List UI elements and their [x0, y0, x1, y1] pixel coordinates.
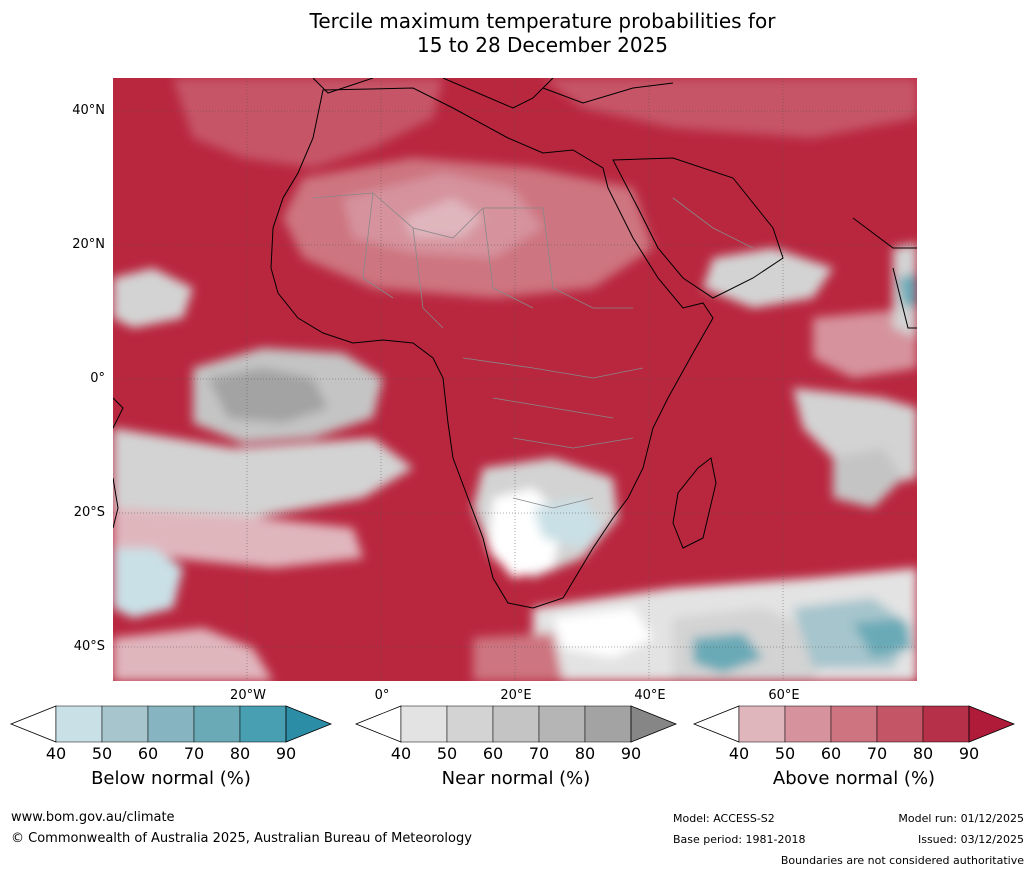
lon-label-20w: 20°W [230, 688, 266, 703]
colorbar-below-seg-80-90 [239, 705, 287, 743]
colorbar-above-tick-50: 50 [774, 744, 796, 763]
colorbar-near-seg-50-60 [446, 705, 494, 743]
colorbar-above-normal-bar [692, 705, 1016, 743]
footer-copyright: © Commonwealth of Australia 2025, Austra… [11, 831, 472, 846]
colorbar-above-tick-40: 40 [728, 744, 750, 763]
colorbar-below-tick-90: 90 [275, 744, 297, 763]
colorbar-near-tick-60: 60 [482, 744, 504, 763]
colorbar-below-tick-80: 80 [229, 744, 251, 763]
chart-title: Tercile maximum temperature probabilitie… [0, 9, 1035, 57]
colorbar-above-seg-70-80 [876, 705, 924, 743]
colorbar-near-seg-80-90 [584, 705, 632, 743]
colorbar-below-tick-50: 50 [91, 744, 113, 763]
footer-model-run: Model run: 01/12/2025 [898, 812, 1024, 825]
colorbar-above-tick-80: 80 [912, 744, 934, 763]
colorbar-above-under [692, 705, 740, 743]
colorbar-near-tick-50: 50 [436, 744, 458, 763]
lon-label-20e: 20°E [500, 688, 532, 703]
probability-map [113, 78, 917, 681]
footer-issued: Issued: 03/12/2025 [917, 833, 1024, 846]
colorbar-below-title: Below normal (%) [91, 768, 251, 789]
coastlines [113, 78, 917, 609]
lon-label-0: 0° [374, 688, 390, 703]
lat-label-20s: 20°S [73, 505, 105, 520]
field-patches [113, 78, 917, 681]
colorbar-near-normal-bar [354, 705, 678, 743]
colorbar-near-tick-80: 80 [574, 744, 596, 763]
footer-model: Model: ACCESS-S2 [673, 812, 775, 825]
colorbar-near-tick-40: 40 [390, 744, 412, 763]
colorbar-below-over [285, 705, 333, 743]
title-line-1: Tercile maximum temperature probabilitie… [309, 9, 776, 33]
colorbar-near-under [354, 705, 402, 743]
colorbar-above-seg-80-90 [922, 705, 970, 743]
colorbar-near-seg-60-70 [492, 705, 540, 743]
colorbar-near-tick-70: 70 [528, 744, 550, 763]
colorbar-below-seg-60-70 [147, 705, 195, 743]
country-borders [312, 192, 754, 509]
colorbar-above-tick-60: 60 [820, 744, 842, 763]
colorbar-below-tick-40: 40 [45, 744, 67, 763]
colorbar-near-title: Near normal (%) [441, 768, 591, 789]
footer-website[interactable]: www.bom.gov.au/climate [11, 810, 175, 825]
colorbar-above-over [968, 705, 1016, 743]
title-line-2: 15 to 28 December 2025 [416, 33, 668, 57]
colorbar-below-under [9, 705, 57, 743]
colorbar-near-tick-90: 90 [620, 744, 642, 763]
footer-disclaimer: Boundaries are not considered authoritat… [780, 854, 1024, 867]
colorbar-below-normal-bar [9, 705, 333, 743]
lat-label-0: 0° [90, 371, 105, 386]
graticule [113, 78, 917, 681]
lat-label-20n: 20°N [72, 237, 105, 252]
colorbar-below-seg-40-50 [55, 705, 103, 743]
lon-label-40e: 40°E [634, 688, 666, 703]
colorbar-below-seg-70-80 [193, 705, 241, 743]
footer-base-period: Base period: 1981-2018 [673, 833, 806, 846]
lat-label-40s: 40°S [73, 639, 105, 654]
colorbar-below-tick-70: 70 [183, 744, 205, 763]
colorbar-near-seg-70-80 [538, 705, 586, 743]
colorbar-above-seg-50-60 [784, 705, 832, 743]
colorbar-above-title: Above normal (%) [772, 768, 936, 789]
colorbar-above-seg-60-70 [830, 705, 878, 743]
colorbar-below-seg-50-60 [101, 705, 149, 743]
colorbar-above-tick-90: 90 [958, 744, 980, 763]
colorbar-below-tick-60: 60 [137, 744, 159, 763]
lon-label-60e: 60°E [768, 688, 800, 703]
lat-label-40n: 40°N [72, 103, 105, 118]
colorbar-near-over [630, 705, 678, 743]
colorbar-near-seg-40-50 [400, 705, 448, 743]
map-canvas [113, 78, 917, 681]
colorbar-above-seg-40-50 [738, 705, 786, 743]
colorbar-above-tick-70: 70 [866, 744, 888, 763]
